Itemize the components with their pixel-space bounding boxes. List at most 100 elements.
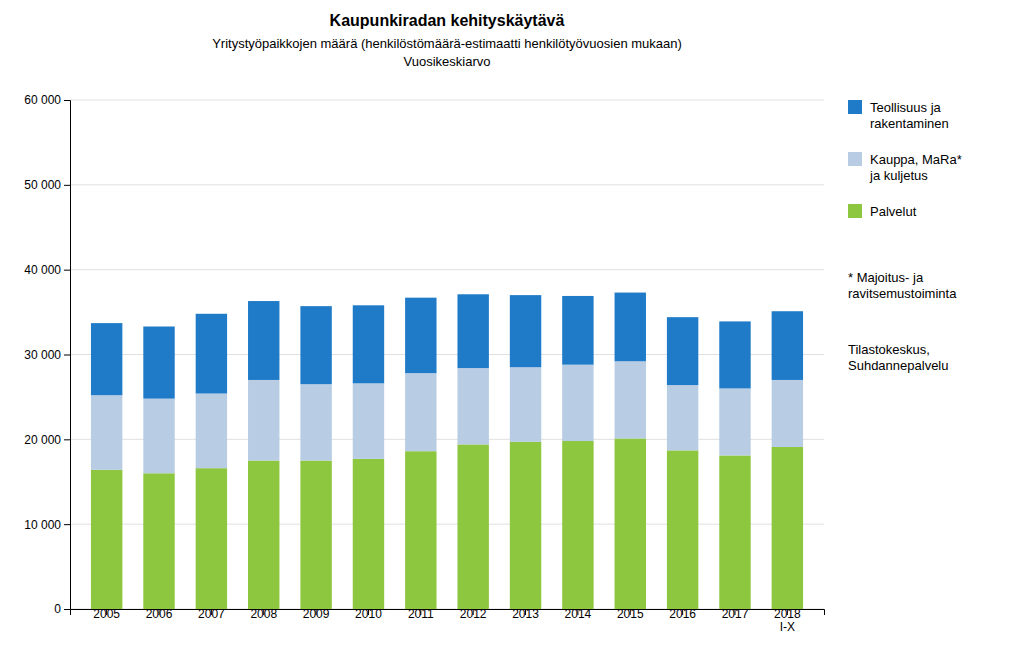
y-tick: 60 000 xyxy=(24,93,70,107)
title: Kaupunkiradan kehityskäytävä xyxy=(330,12,565,29)
bar xyxy=(353,383,384,459)
text-line: 2005 xyxy=(93,607,120,621)
y-axis-line xyxy=(64,101,71,610)
y-tick: 30 000 xyxy=(24,348,70,362)
bar xyxy=(772,447,803,609)
x-tick-label: 2006 xyxy=(146,607,173,621)
bar xyxy=(300,384,331,460)
text-line: 2011 xyxy=(408,607,434,621)
legend-label: Kauppa, MaRa*ja kuljetus xyxy=(869,152,962,183)
grid-line xyxy=(70,184,824,185)
grid-line xyxy=(70,269,824,270)
y-tick-label: 50 000 xyxy=(24,178,61,192)
y-tick: 0 xyxy=(54,602,70,616)
y-axis: 0 10 000 20 000 30 000 40 000 50 000 60 000 xyxy=(24,93,70,616)
legend-item: Kauppa, MaRa*ja kuljetus xyxy=(848,152,962,183)
y-tick-label: 60 000 xyxy=(24,93,61,107)
y-tick-mark xyxy=(64,100,70,101)
x-axis: 2005200620072008200920102011201220132014… xyxy=(71,607,825,634)
y-tick-mark xyxy=(64,270,70,271)
x-tick: 2016 xyxy=(669,607,696,621)
subtitle: Yritystyöpaikkojen määrä (henkilöstömäär… xyxy=(212,36,682,69)
y-tick: 20 000 xyxy=(24,433,70,447)
bar xyxy=(196,394,227,469)
bar xyxy=(248,461,279,609)
x-tick: 2018I-X xyxy=(774,607,801,634)
y-tick-label: 20 000 xyxy=(24,433,61,447)
bar xyxy=(667,450,698,609)
bar xyxy=(196,468,227,609)
x-tick-label: 2008 xyxy=(250,607,277,621)
bar xyxy=(248,380,279,461)
legend: Teollisuus jarakentaminen Kauppa, MaRa*ja… xyxy=(848,100,962,219)
text-line: Suhdannepalvelu xyxy=(848,358,948,373)
text-line: rakentaminen xyxy=(870,116,949,131)
bar xyxy=(562,365,593,441)
bar xyxy=(457,294,488,368)
x-tick-label: 2014 xyxy=(565,607,592,621)
x-tick: 2006 xyxy=(146,607,173,621)
x-tick-label: 2010 xyxy=(355,607,382,621)
text-line: 2006 xyxy=(146,607,173,621)
x-tick-label: 2011 xyxy=(408,607,434,621)
bar xyxy=(300,306,331,384)
series xyxy=(91,293,803,399)
bar xyxy=(457,444,488,609)
x-tick-label: 2016 xyxy=(669,607,696,621)
y-tick-label: 0 xyxy=(54,602,61,616)
x-tick: 2008 xyxy=(250,607,277,621)
text-line: 2012 xyxy=(460,607,487,621)
bar xyxy=(562,296,593,365)
bar xyxy=(615,438,646,609)
x-tick-label: 2013 xyxy=(512,607,539,621)
x-tick: 2013 xyxy=(512,607,539,621)
y-tick-label: 40 000 xyxy=(24,263,61,277)
x-tick: 2007 xyxy=(198,607,225,621)
text-line: 2008 xyxy=(250,607,277,621)
text-line: Teollisuus ja xyxy=(870,100,942,115)
bar xyxy=(248,301,279,380)
x-tick-label: 2012 xyxy=(460,607,487,621)
grid xyxy=(70,100,824,609)
bar xyxy=(510,295,541,367)
text-line: Yritystyöpaikkojen määrä (henkilöstömäär… xyxy=(212,36,682,51)
bar xyxy=(510,442,541,609)
bar xyxy=(405,298,436,374)
y-tick: 10 000 xyxy=(24,518,70,532)
bar xyxy=(562,441,593,609)
bar xyxy=(719,455,750,609)
annotation: Tilastokeskus,Suhdannepalvelu xyxy=(848,342,948,373)
x-tick: 2017 xyxy=(722,607,749,621)
text-line: 2017 xyxy=(722,607,749,621)
legend-item: Palvelut xyxy=(848,204,917,219)
text-line: 2018 xyxy=(774,607,801,621)
x-tick: 2012 xyxy=(460,607,487,621)
grid-line xyxy=(70,439,824,440)
x-tick: 2015 xyxy=(617,607,644,621)
grid-line xyxy=(70,100,824,101)
bar xyxy=(143,473,174,609)
bar xyxy=(772,311,803,380)
legend-label: Palvelut xyxy=(870,204,917,219)
bar xyxy=(353,459,384,609)
y-tick-mark xyxy=(64,185,70,186)
x-tick-label: 2018I-X xyxy=(774,607,801,634)
x-tick: 2005 xyxy=(93,607,120,621)
y-tick: 50 000 xyxy=(24,178,70,192)
text-line: ravitsemustoiminta xyxy=(848,286,957,301)
text-line: Kauppa, MaRa* xyxy=(870,152,962,167)
y-tick: 40 000 xyxy=(24,263,70,277)
text-line: Palvelut xyxy=(870,204,917,219)
text-line: I-X xyxy=(780,620,795,634)
x-tick: 2011 xyxy=(408,607,434,621)
y-tick-label: 10 000 xyxy=(24,518,61,532)
plot: 2005200620072008200920102011201220132014… xyxy=(24,93,824,634)
legend-swatch xyxy=(848,204,862,218)
text-line: 2013 xyxy=(512,607,539,621)
text-line: 2007 xyxy=(198,607,225,621)
grid-line xyxy=(70,354,824,355)
bar xyxy=(615,361,646,438)
bar xyxy=(143,327,174,399)
bar xyxy=(91,395,122,470)
text-line: 2015 xyxy=(617,607,644,621)
